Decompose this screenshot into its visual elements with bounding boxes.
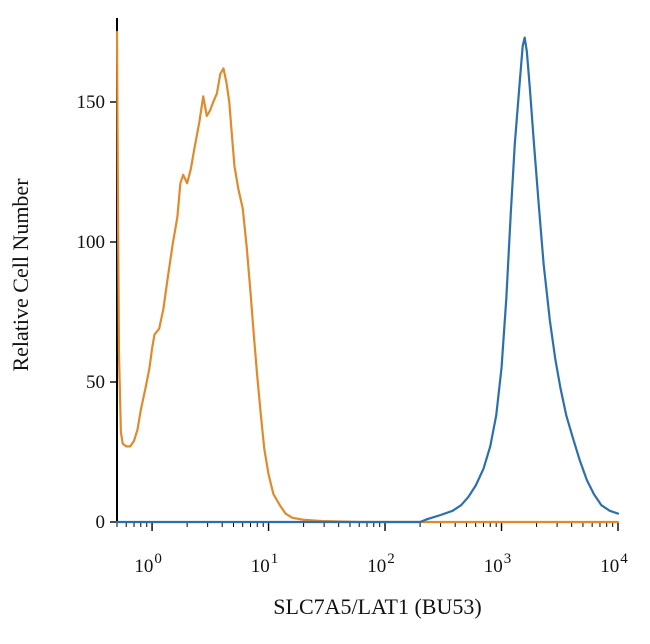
x-axis-title: SLC7A5/LAT1 (BU53) [273, 594, 481, 619]
tick-labels: 0 50 100 150 100 101 102 103 104 [77, 92, 629, 577]
y-axis-title: Relative Cell Number [8, 178, 33, 372]
x-tick-label: 103 [484, 551, 511, 577]
histogram-series-2 [115, 36, 620, 524]
series-layer [115, 30, 620, 524]
tick-marks [110, 101, 619, 531]
y-tick-label: 150 [77, 92, 106, 113]
y-tick-label: 50 [86, 372, 105, 393]
x-tick-label: 104 [600, 551, 628, 577]
x-tick-label: 101 [251, 551, 279, 577]
y-tick-label: 0 [96, 512, 106, 533]
histogram-series-1 [115, 30, 620, 524]
axes [116, 18, 618, 523]
x-tick-label: 100 [134, 551, 162, 577]
y-tick-label: 100 [77, 232, 106, 253]
x-tick-label: 102 [367, 551, 395, 577]
